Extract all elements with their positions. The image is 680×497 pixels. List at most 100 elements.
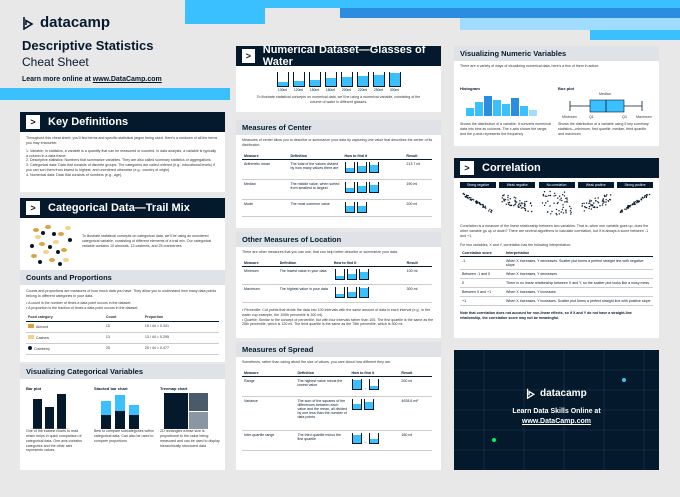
stacked-bar-icon [101,395,139,429]
scatter-point [519,200,521,202]
scatter-point [470,197,472,199]
scatter-point [594,197,596,199]
scatter-icon [462,192,493,213]
scatter-point [470,199,472,201]
cell: 13 / 44 = 0.295 [142,332,219,344]
chevron-right-icon: > [242,49,255,63]
correlation-note: Note that correlation does not account f… [460,311,632,321]
scatter-point [558,213,560,215]
scatter-point [563,201,566,203]
scatter-point [627,205,629,208]
scatter-point [633,203,635,206]
scatter-point [626,207,628,209]
scatter-point [472,198,474,201]
scatter-point [507,202,510,204]
scatter-point [561,204,564,206]
scatter-point [555,214,558,216]
col-header: Result [404,152,432,160]
cell: When X increases, Y increases. Scatter p… [504,296,653,307]
scatter-point [525,209,527,212]
scatter-point [524,207,526,210]
cell: Between -1 and 0 [460,269,504,280]
scatter-point [592,202,595,204]
scatter-point [466,194,468,197]
cell: Inter-quartile range [242,430,296,451]
scatter-point [564,212,567,214]
cell: Minimum [242,266,278,285]
cell: The middle value, when sorted from small… [288,179,343,200]
cell: 0 [460,278,504,289]
cell: Range [242,376,296,397]
scatter-point [561,194,563,196]
cell: Arithmetic mean [242,159,289,180]
scatter-point [625,208,627,210]
scatter-point [581,205,583,207]
scatter-point [488,210,490,212]
scatter-point [543,191,545,193]
cell: When X increases, Y decreases [504,269,653,280]
scatter-point [549,194,551,197]
location-title: Other Measures of Location [236,232,441,247]
scatter-point [590,204,593,206]
categorical-card: > Categorical Data—Trail Mix To illustrat… [20,198,225,270]
scatter-point [463,193,466,196]
glass-label: 120ml [293,88,304,92]
cell: The most common value [288,199,343,217]
cell: Cranberry [34,346,50,351]
scatter-point [589,204,592,206]
promo-logo[interactable]: datacamp [526,388,587,399]
scatter-point [609,194,612,196]
scatter-point [509,201,511,204]
boxplot-desc: Shows the distribution of a variable usi… [558,122,649,136]
scatter-point [599,205,601,207]
center-table: Measure Definition How to find it Result Ar… [242,152,432,217]
col-header: Result [404,259,432,267]
scatter-point [605,194,608,196]
cell: Between 0 and +1 [460,287,504,298]
scatter-point [588,200,591,203]
cell: 300 ml [404,284,432,303]
correlation-examples: Strong negative Weak negative No correlati… [454,178,659,221]
table-row: Minimum The lowest value in your data 100 … [242,266,432,285]
glass-mini-icon [331,284,405,303]
bullet-text: A proportion is the fraction of times a … [28,305,139,310]
scatter-point [547,194,550,197]
scatter-point [560,197,562,199]
promo-link[interactable]: www.DataCamp.com [522,418,591,425]
glasses-row: 100ml 120ml 150ml 180ml 200ml 220ml 250ml 300ml [236,72,441,92]
scatter-point [509,198,512,200]
bar-plot-panel: Bar plot One of the easiest charts to re… [26,386,86,453]
col-header: Measure [242,152,289,160]
scatter-point [523,202,526,205]
col-header: How to find it [331,259,405,267]
scatter-point [531,210,533,213]
scatter-point [515,197,517,199]
scatter-point [542,195,544,197]
datacamp-logo[interactable]: datacamp [22,14,110,31]
scatter-point [568,205,570,208]
cell: The highest value in your data [277,284,332,303]
scatter-point [643,196,646,198]
scatter-point [594,200,597,202]
correlation-desc: Correlation is a measure of the linear r… [460,224,649,238]
table-row: Inter-quartile range The third quartile m… [242,430,432,451]
learn-link[interactable]: www.DataCamp.com [92,76,162,83]
scatter-point [507,199,509,201]
glass-mini-icon [342,159,405,180]
center-desc: Measures of center allow you to describe… [242,138,433,147]
scatter-point [630,204,632,207]
viz-numeric-title: Visualizing Numeric Variables [454,46,659,61]
scatter-point [549,213,551,215]
cell: 213.7 ml [404,159,432,180]
promo-logo-text: datacamp [540,388,587,399]
correlation-desc2: For two variables, X and Y, correlation … [460,242,572,247]
glass-icon [292,72,305,87]
scatter-point [541,202,543,204]
bullet-percentile: • Percentile: Cut points that divide the… [242,307,431,317]
scatter-point [521,207,523,209]
definition-item: 3. Categorical data: Data that consists … [26,163,215,173]
scatter-point [463,192,465,195]
cell: The third quartile minus the first quart… [295,430,350,451]
cell: The lowest value in your data [277,266,332,285]
table-row: Maximum The highest value in your data 300… [242,284,432,303]
